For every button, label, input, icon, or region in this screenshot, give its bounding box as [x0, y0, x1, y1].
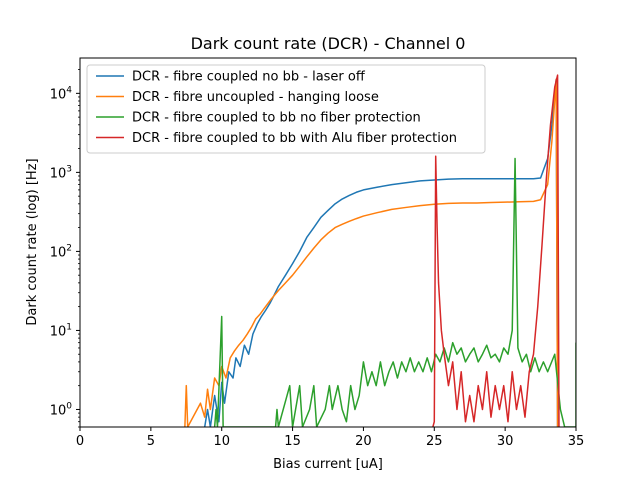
plot-frame — [79, 57, 577, 428]
x-tick-label-0: 0 — [76, 434, 84, 449]
y-tick-base-0: 10 — [50, 403, 67, 418]
y-axis-label: Dark count rate (log) [Hz] — [25, 158, 40, 325]
legend-box — [86, 64, 486, 154]
y-tick-label-4: 104 — [50, 85, 73, 102]
series-layer — [184, 74, 576, 427]
x-tick-label-6: 30 — [497, 434, 514, 449]
y-tick-exponent-3: 3 — [66, 164, 72, 174]
x-tick-label-7: 35 — [568, 434, 585, 449]
x-axis: 0 5 10 15 20 25 30 35 — [76, 427, 584, 449]
x-tick-label-4: 20 — [355, 434, 372, 449]
y-tick-exponent-1: 1 — [66, 322, 72, 332]
legend: DCR - fibre coupled no bb - laser off DCR… — [86, 64, 486, 154]
series-line-3 — [432, 74, 560, 427]
chart-title: Dark count rate (DCR) - Channel 0 — [191, 34, 466, 53]
x-tick-label-1: 5 — [147, 434, 155, 449]
y-tick-base-1: 10 — [50, 324, 67, 339]
y-tick-label-3: 103 — [50, 164, 72, 181]
series-line-2 — [213, 157, 576, 427]
y-tick-base-4: 10 — [50, 87, 67, 102]
x-axis-label: Bias current [uA] — [273, 457, 383, 472]
x-tick-label-3: 15 — [284, 434, 301, 449]
y-tick-base-3: 10 — [50, 166, 67, 181]
legend-label-1: DCR - fibre uncoupled - hanging loose — [132, 90, 379, 105]
series-line-0 — [203, 78, 559, 427]
y-tick-exponent-4: 4 — [66, 85, 72, 95]
y-tick-exponent-0: 0 — [66, 401, 72, 411]
legend-label-3: DCR - fibre coupled to bb with Alu fiber… — [132, 131, 457, 146]
y-tick-exponent-2: 2 — [66, 243, 72, 253]
y-tick-base-2: 10 — [50, 245, 67, 260]
legend-label-0: DCR - fibre coupled no bb - laser off — [132, 70, 366, 85]
y-tick-label-0: 100 — [50, 401, 73, 418]
x-tick-label-5: 25 — [426, 434, 443, 449]
y-tick-label-2: 102 — [50, 243, 72, 260]
legend-label-2: DCR - fibre coupled to bb no fiber prote… — [132, 111, 421, 126]
y-tick-label-1: 101 — [50, 322, 72, 339]
x-tick-label-2: 10 — [213, 434, 230, 449]
